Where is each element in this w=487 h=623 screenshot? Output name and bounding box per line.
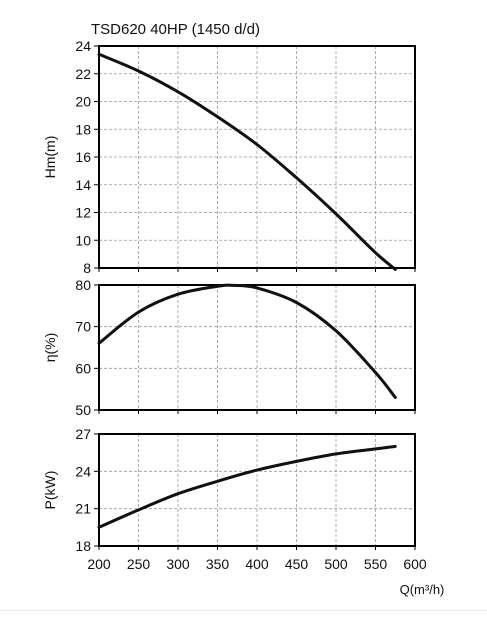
head-y-tick-label: 8 (83, 260, 91, 276)
efficiency-panel: 50 60 70 80 η(%) (42, 277, 416, 418)
efficiency-y-axis-label: η(%) (42, 333, 58, 363)
head-y-tick-label: 20 (75, 94, 91, 110)
power-y-tick-label: 18 (75, 538, 91, 554)
head-y-tick-label: 22 (75, 66, 91, 82)
x-tick-label: 600 (403, 556, 427, 572)
efficiency-y-tick-label: 50 (75, 402, 91, 418)
x-tick-label: 550 (364, 556, 388, 572)
power-y-axis-label: P(kW) (42, 471, 58, 510)
x-tick-label: 400 (245, 556, 269, 572)
chart-title: TSD620 40HP (1450 d/d) (91, 21, 260, 38)
power-curve (97, 444, 397, 529)
bottom-divider (0, 610, 487, 611)
head-y-axis-label: Hm(m) (42, 136, 58, 179)
head-panel: 8 10 12 14 16 18 20 22 24 Hm(m) (42, 38, 416, 276)
power-y-tick-label: 27 (75, 426, 91, 442)
power-y-tick-label: 21 (75, 501, 91, 517)
x-tick-label: 200 (87, 556, 111, 572)
head-curve (97, 52, 397, 271)
efficiency-y-tick-label: 80 (75, 277, 91, 293)
power-panel: 18 21 24 27 P(kW) (42, 426, 416, 554)
x-tick-label: 350 (206, 556, 230, 572)
head-y-tick-label: 18 (75, 121, 91, 137)
power-y-tick-label: 24 (75, 463, 91, 479)
head-y-tick-label: 24 (75, 38, 91, 54)
efficiency-y-tick-label: 70 (75, 319, 91, 335)
efficiency-curve (97, 283, 397, 399)
x-tick-label: 250 (127, 556, 151, 572)
head-y-tick-label: 10 (75, 232, 91, 248)
x-tick-label: 300 (166, 556, 190, 572)
head-y-tick-label: 14 (75, 177, 91, 193)
head-y-tick-label: 16 (75, 149, 91, 165)
x-tick-label: 500 (324, 556, 348, 572)
x-tick-label: 450 (285, 556, 309, 572)
x-axis-label: Q(m³/h) (400, 582, 445, 597)
head-y-tick-label: 12 (75, 205, 91, 221)
efficiency-y-tick-label: 60 (75, 360, 91, 376)
